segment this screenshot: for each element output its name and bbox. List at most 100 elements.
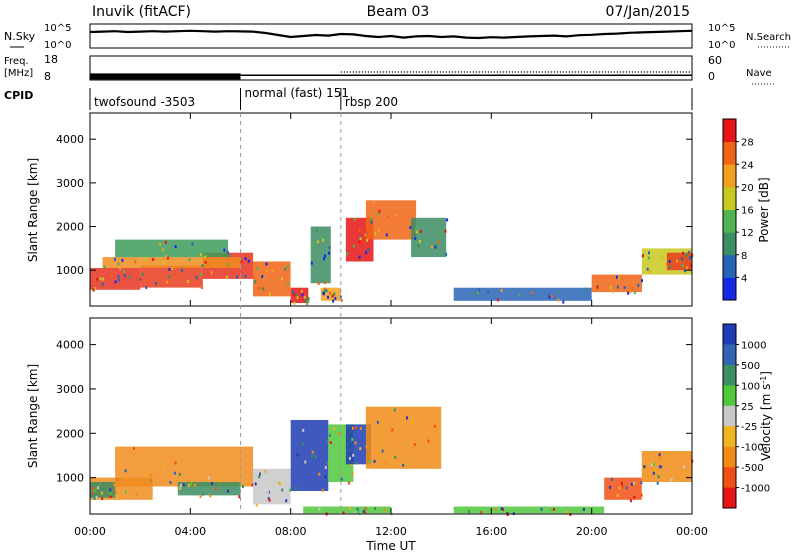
echo-speckle bbox=[261, 275, 264, 279]
echo-speckle bbox=[324, 466, 327, 469]
power-y-axis: 1000 2000 3000 4000 bbox=[56, 133, 692, 277]
echo-speckle bbox=[654, 469, 657, 472]
echo-speckle bbox=[128, 470, 131, 474]
echo-speckle bbox=[236, 275, 238, 279]
echo-speckle bbox=[327, 295, 329, 299]
echo-speckle bbox=[262, 275, 265, 279]
echo-speckle bbox=[355, 426, 358, 430]
colorbar-swatch bbox=[723, 277, 736, 301]
echo-speckle bbox=[648, 251, 650, 255]
echo-speckle bbox=[303, 295, 306, 299]
echo-speckle bbox=[314, 455, 317, 459]
echo-speckle bbox=[121, 258, 124, 262]
echo-speckle bbox=[596, 285, 599, 289]
echo-speckle bbox=[690, 263, 693, 267]
echo-speckle bbox=[611, 289, 614, 293]
colorbar-swatch bbox=[723, 232, 736, 256]
echo-speckle bbox=[640, 493, 643, 497]
echo-speckle bbox=[686, 266, 689, 270]
echo-speckle bbox=[497, 298, 500, 302]
echo-speckle bbox=[632, 481, 635, 485]
echo-speckle bbox=[199, 495, 202, 498]
echo-speckle bbox=[258, 475, 261, 479]
echo-speckle bbox=[333, 292, 336, 296]
echo-speckle bbox=[286, 265, 289, 269]
echo-speckle bbox=[254, 280, 257, 284]
echo-speckle bbox=[123, 274, 126, 278]
echo-speckle bbox=[109, 488, 112, 492]
nsky-right-tick-top: 10^5 bbox=[708, 23, 735, 34]
x-axis-label: Time UT bbox=[365, 539, 416, 553]
echo-speckle bbox=[548, 295, 551, 299]
echo-speckle bbox=[352, 453, 355, 457]
beam-title: Beam 03 bbox=[367, 4, 430, 20]
echo-speckle bbox=[665, 262, 668, 266]
echo-speckle bbox=[119, 266, 122, 270]
echo-speckle bbox=[621, 485, 624, 489]
echo-speckle bbox=[653, 462, 656, 466]
echo-speckle bbox=[281, 488, 284, 492]
echo-speckle bbox=[687, 250, 690, 254]
echo-speckle bbox=[227, 262, 230, 266]
colorbar-swatch bbox=[723, 164, 736, 188]
echo-speckle bbox=[374, 231, 377, 235]
echo-speckle bbox=[351, 457, 354, 461]
echo-speckle bbox=[417, 244, 420, 248]
velocity-y-axis: 1000 2000 3000 4000 bbox=[56, 339, 692, 485]
echo-speckle bbox=[351, 437, 354, 441]
echo-speckle bbox=[329, 291, 331, 295]
echo-speckle bbox=[324, 287, 327, 291]
echo-speckle bbox=[218, 479, 221, 483]
colorbar-tick-label: 100 bbox=[741, 381, 760, 392]
echo-speckle bbox=[95, 482, 98, 486]
echo-speckle bbox=[364, 507, 367, 511]
colorbar-swatch bbox=[723, 119, 736, 143]
echo-speckle bbox=[238, 495, 241, 499]
colorbar-tick-label: -500 bbox=[741, 463, 764, 474]
echo-speckle bbox=[209, 494, 212, 498]
echo-speckle bbox=[191, 242, 194, 246]
echo-speckle bbox=[149, 473, 152, 477]
echo-speckle bbox=[179, 486, 181, 490]
echo-speckle bbox=[301, 442, 304, 446]
nsky-right-tick-bottom: 10^0 bbox=[708, 40, 735, 51]
echo-speckle bbox=[296, 296, 299, 300]
echo-region bbox=[253, 468, 291, 505]
echo-speckle bbox=[96, 277, 99, 281]
colorbar-swatch bbox=[723, 186, 736, 210]
echo-speckle bbox=[660, 465, 663, 469]
echo-speckle bbox=[329, 441, 332, 444]
nsky-frame bbox=[89, 23, 693, 49]
echo-speckle bbox=[215, 487, 217, 491]
echo-speckle bbox=[328, 433, 331, 437]
x-tick-label: 12:00 bbox=[375, 525, 407, 538]
echo-speckle bbox=[352, 244, 355, 248]
echo-speckle bbox=[658, 465, 661, 469]
echo-speckle bbox=[96, 486, 99, 490]
echo-speckle bbox=[118, 278, 121, 282]
echo-speckle bbox=[244, 257, 247, 261]
x-tick-label: 08:00 bbox=[275, 525, 307, 538]
echo-speckle bbox=[300, 289, 303, 293]
echo-speckle bbox=[332, 299, 335, 303]
echo-speckle bbox=[271, 269, 274, 273]
echo-speckle bbox=[656, 481, 659, 485]
echo-region bbox=[310, 226, 331, 284]
echo-speckle bbox=[193, 483, 196, 487]
echo-speckle bbox=[370, 217, 373, 221]
echo-speckle bbox=[353, 217, 356, 221]
echo-speckle bbox=[293, 301, 296, 305]
echo-speckle bbox=[157, 282, 160, 286]
echo-speckle bbox=[287, 282, 290, 286]
colorbar-tick-label: 20 bbox=[741, 183, 754, 194]
colorbar-tick-label: 12 bbox=[741, 228, 754, 239]
echo-speckle bbox=[128, 275, 131, 279]
power-x-ticks bbox=[89, 113, 693, 306]
colorbar-frame bbox=[722, 323, 737, 509]
echo-speckle bbox=[413, 443, 416, 446]
echo-speckle bbox=[268, 292, 271, 296]
echo-speckle bbox=[394, 455, 397, 459]
echo-speckle bbox=[340, 477, 343, 481]
echo-speckle bbox=[280, 277, 283, 281]
echo-speckle bbox=[334, 296, 337, 300]
